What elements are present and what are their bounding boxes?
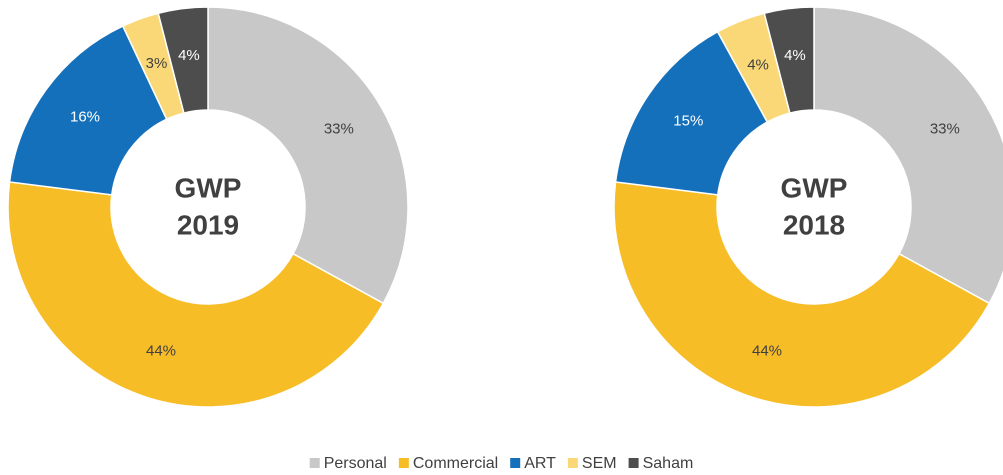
legend-label: ART <box>524 455 556 472</box>
legend-swatch <box>628 458 639 468</box>
data-label: 4% <box>784 47 806 64</box>
legend-label: Saham <box>643 455 694 472</box>
legend-label: Personal <box>324 455 387 472</box>
data-label: 44% <box>752 343 782 360</box>
donut-slice <box>813 6 1003 305</box>
center-title: GWP <box>781 172 848 203</box>
legend-swatch <box>398 458 409 468</box>
data-label: 4% <box>178 47 200 64</box>
data-label: 4% <box>747 57 769 74</box>
donut-slice <box>207 6 409 305</box>
data-label: 15% <box>673 113 703 130</box>
donut-slice <box>613 181 991 408</box>
donut-slice <box>763 6 815 114</box>
donut-slice <box>8 25 168 196</box>
legend-label: Commercial <box>413 455 498 472</box>
center-subtitle: 2019 <box>177 209 239 240</box>
data-label: 33% <box>324 121 354 138</box>
data-label: 33% <box>930 121 960 138</box>
legend-label: SEM <box>582 455 617 472</box>
center-subtitle: 2018 <box>783 209 845 240</box>
donut-slice <box>157 6 209 114</box>
legend-swatch <box>567 458 578 468</box>
legend: Personal Commercial ART SEM Saham <box>309 455 694 472</box>
data-label: 3% <box>146 55 168 72</box>
data-label: 44% <box>146 343 176 360</box>
donut-slice <box>7 181 385 408</box>
center-title: GWP <box>175 172 242 203</box>
legend-swatch <box>309 458 320 468</box>
legend-swatch <box>510 458 521 468</box>
data-label: 16% <box>70 109 100 126</box>
